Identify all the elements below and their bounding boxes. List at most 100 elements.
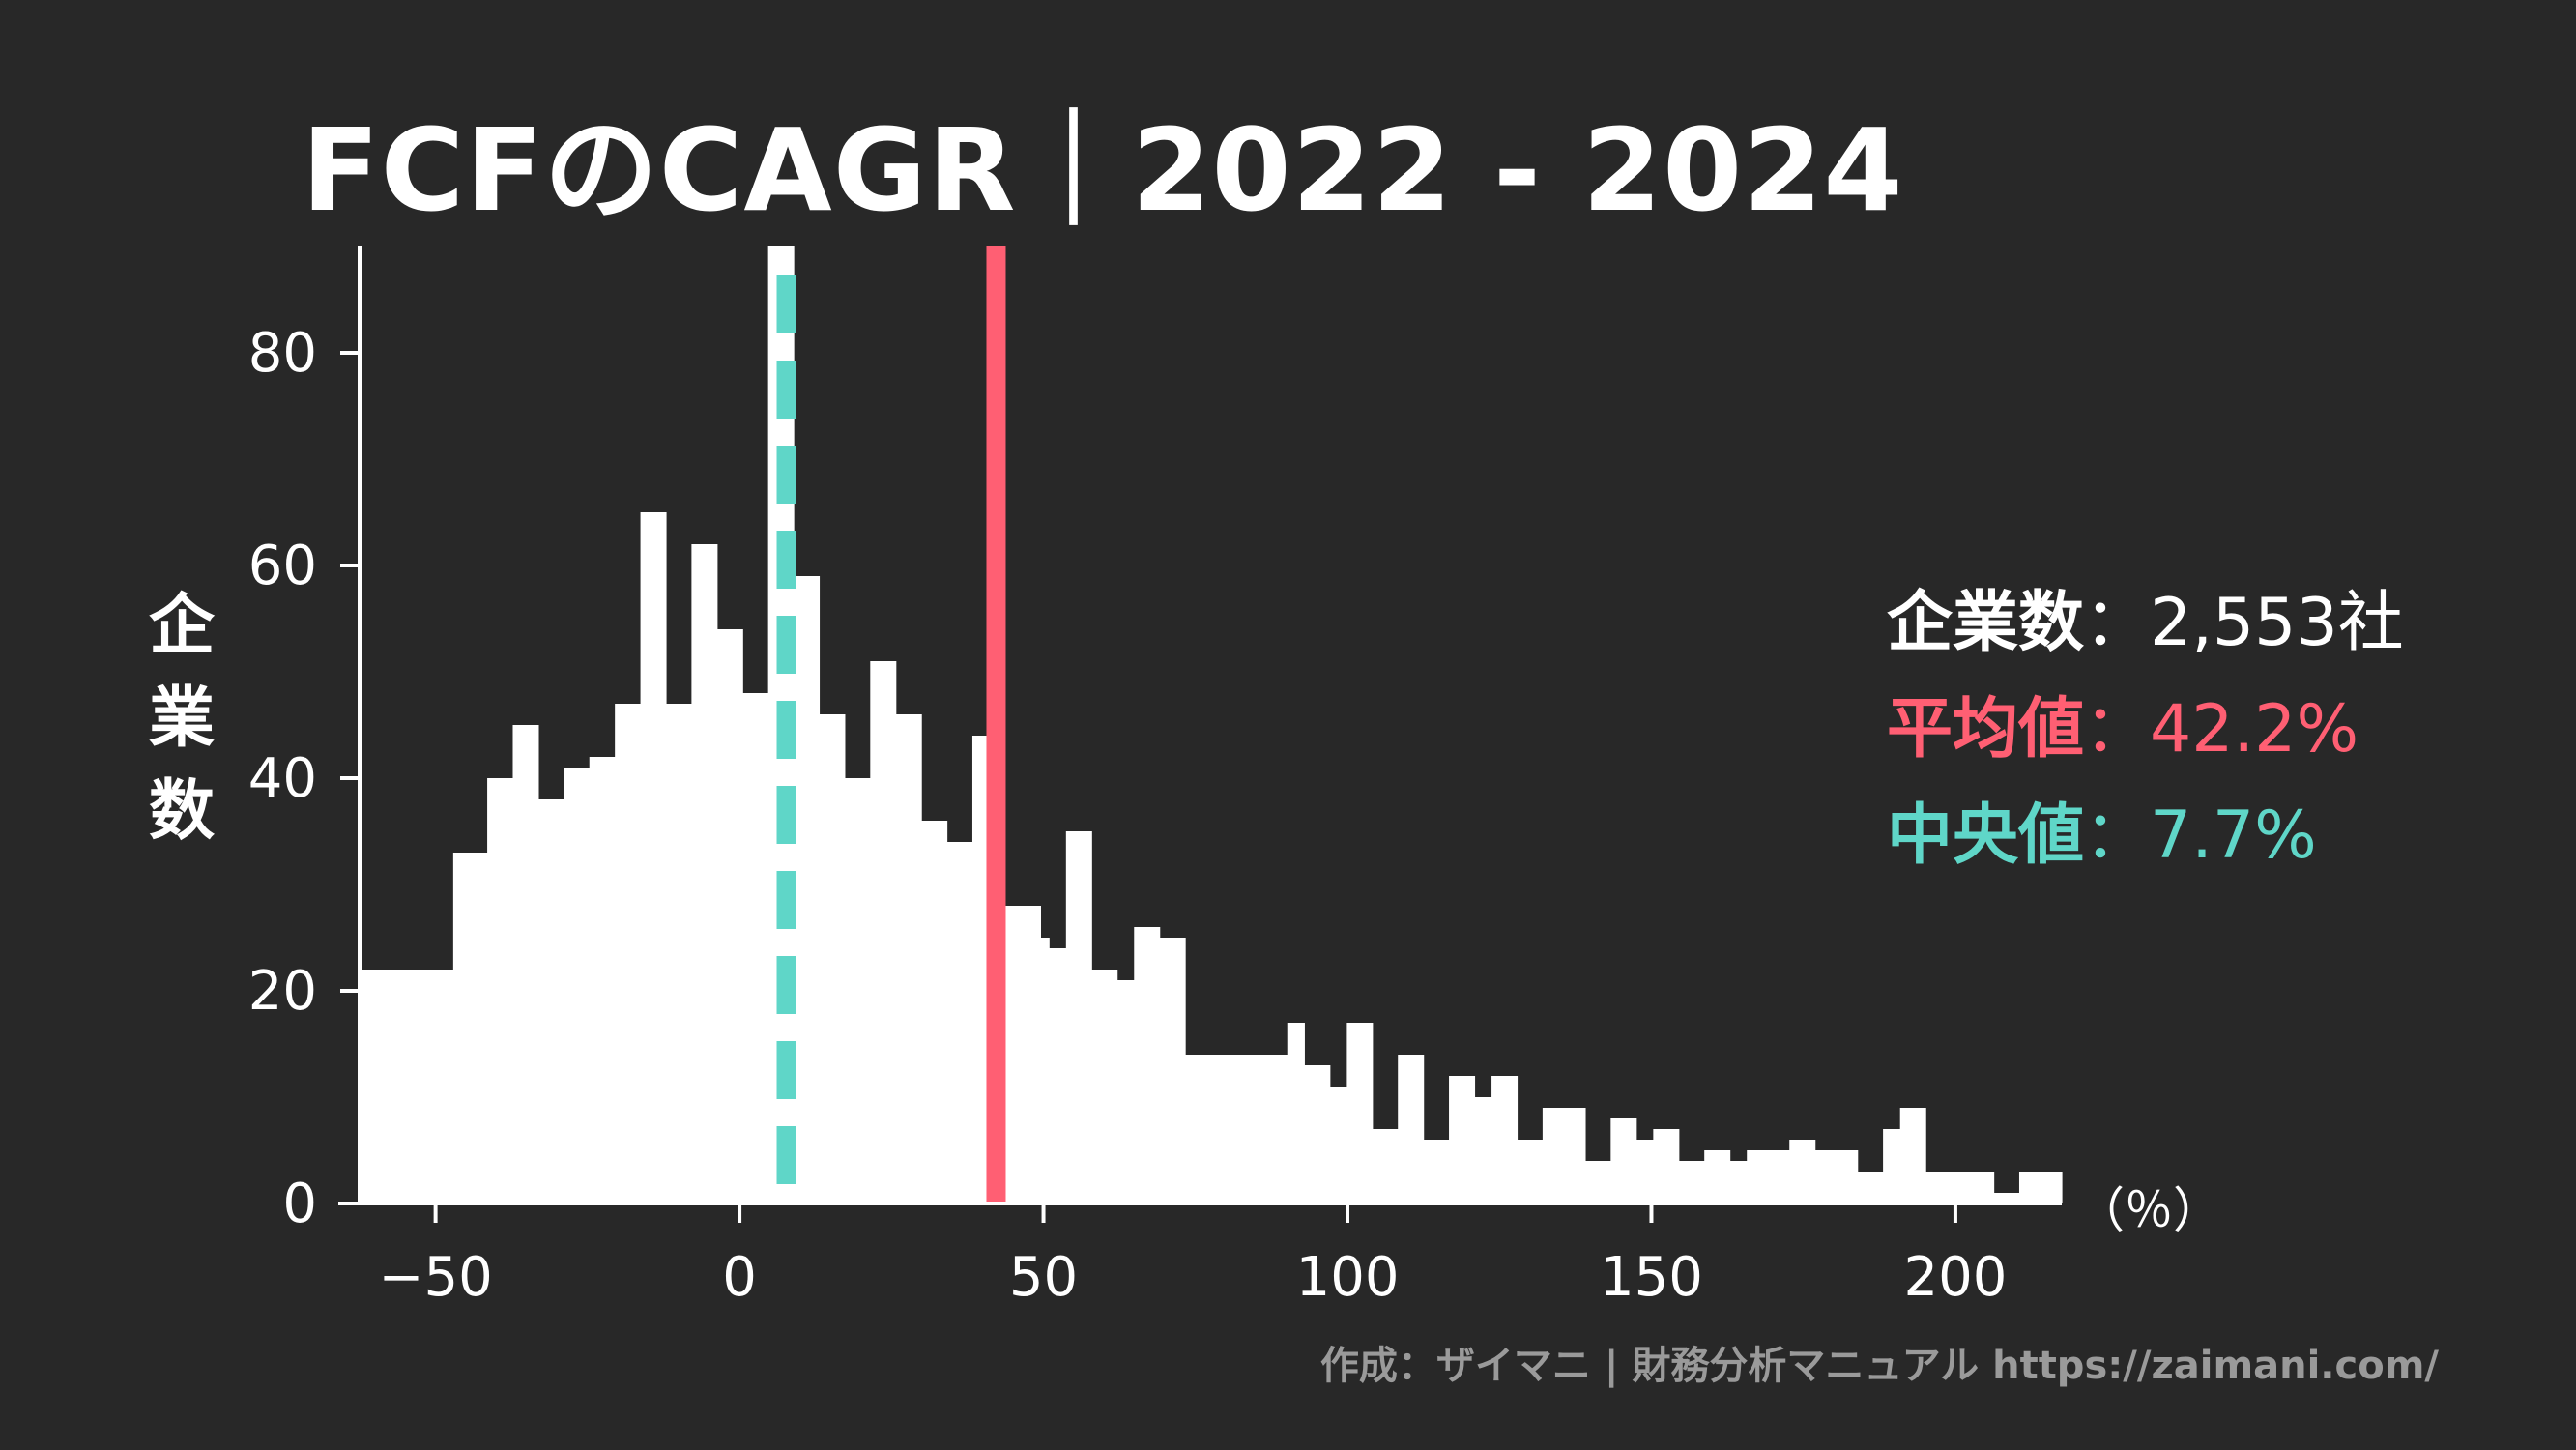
- histogram-bar: [589, 757, 599, 1204]
- histogram-bar: [1899, 1108, 1910, 1204]
- histogram-bar: [376, 970, 387, 1204]
- histogram-bar: [2036, 1172, 2045, 1204]
- histogram-bar: [1168, 938, 1177, 1204]
- histogram-bar: [385, 970, 394, 1204]
- histogram-bar: [2018, 1172, 2029, 1204]
- histogram-bar: [1006, 906, 1016, 1204]
- histogram-bar: [512, 725, 522, 1204]
- histogram-bar: [572, 768, 582, 1204]
- histogram-bar: [844, 778, 854, 1204]
- histogram-bar: [1627, 1118, 1637, 1204]
- histogram-bar: [1125, 980, 1135, 1204]
- histogram-bar: [1635, 1140, 1646, 1204]
- histogram-bar: [861, 778, 871, 1204]
- histogram-bar: [1832, 1150, 1841, 1204]
- histogram-bar: [2002, 1193, 2012, 1204]
- histogram-bar: [1747, 1150, 1756, 1204]
- histogram-bar: [478, 853, 488, 1204]
- histogram-bar: [1134, 927, 1143, 1204]
- histogram-bar: [1338, 1087, 1347, 1204]
- histogram-bar: [445, 970, 454, 1204]
- histogram-bar: [1874, 1172, 1884, 1204]
- histogram-bar: [1372, 1129, 1382, 1204]
- histogram-bar: [1687, 1161, 1696, 1204]
- x-tick-label: 150: [1600, 1246, 1703, 1309]
- stat-mean-value: 42.2%: [2150, 691, 2359, 768]
- histogram-bar: [1968, 1172, 1978, 1204]
- histogram-bar: [691, 544, 701, 1204]
- histogram-bar: [734, 629, 743, 1204]
- histogram-bar: [487, 778, 497, 1204]
- histogram-bar: [879, 661, 888, 1204]
- histogram-bar: [495, 778, 506, 1204]
- histogram-bar: [1083, 831, 1092, 1204]
- histogram-bar: [794, 576, 803, 1204]
- histogram-bar: [1780, 1150, 1790, 1204]
- stat-median-value: 7.7%: [2150, 798, 2317, 874]
- x-tick-label: 100: [1296, 1246, 1400, 1309]
- stat-mean-label: 平均値: [1887, 691, 2085, 768]
- histogram-bar: [2053, 1172, 2063, 1204]
- y-tick-label: 80: [248, 322, 317, 385]
- histogram-bar: [955, 842, 965, 1204]
- credit-text: 作成：ザイマニ | 財務分析マニュアル https://zaimani.com/: [1319, 1344, 2439, 1388]
- histogram-bar: [1253, 1055, 1262, 1204]
- histogram-bar: [980, 736, 991, 1204]
- histogram-bar: [946, 842, 956, 1204]
- stat-count: 企業数：2,553社: [1887, 570, 2404, 677]
- histogram-bar: [700, 544, 709, 1204]
- histogram-bar: [546, 799, 557, 1204]
- histogram-bar: [1287, 1023, 1297, 1204]
- histogram-bar: [427, 970, 437, 1204]
- histogram-bar: [665, 704, 676, 1204]
- histogram-bar: [1414, 1055, 1425, 1204]
- histogram-bar: [1491, 1076, 1501, 1204]
- stat-median: 中央値：7.7%: [1887, 783, 2404, 889]
- histogram-bars: [360, 246, 2063, 1204]
- histogram-bar: [1619, 1118, 1629, 1204]
- histogram-bar: [921, 821, 931, 1204]
- histogram-bar: [1355, 1023, 1365, 1204]
- histogram-bar: [2011, 1193, 2020, 1204]
- histogram-bar: [716, 629, 727, 1204]
- histogram-bar: [504, 778, 514, 1204]
- histogram-bar: [564, 768, 573, 1204]
- histogram-bar: [1917, 1108, 1926, 1204]
- histogram-bar: [436, 970, 446, 1204]
- histogram-bar: [657, 512, 667, 1204]
- histogram-bar: [649, 512, 658, 1204]
- histogram-bar: [1908, 1108, 1918, 1204]
- x-tick-label: 200: [1903, 1246, 2007, 1309]
- histogram-bar: [461, 853, 472, 1204]
- histogram-bar: [1329, 1087, 1340, 1204]
- histogram-bar: [819, 714, 828, 1204]
- histogram-bar: [1159, 938, 1170, 1204]
- histogram-bar: [1806, 1140, 1816, 1204]
- histogram-bar: [1798, 1140, 1808, 1204]
- histogram-bar: [1610, 1118, 1620, 1204]
- histogram-bar: [1057, 948, 1067, 1204]
- histogram-bar: [1508, 1076, 1519, 1204]
- histogram-bar: [360, 970, 369, 1204]
- histogram-bar: [631, 704, 642, 1204]
- histogram-bar: [1449, 1076, 1459, 1204]
- histogram-bar: [1678, 1161, 1689, 1204]
- histogram-bar: [1772, 1150, 1782, 1204]
- histogram-bar: [1559, 1108, 1569, 1204]
- histogram-bar: [419, 970, 429, 1204]
- histogram-bar: [1406, 1055, 1416, 1204]
- histogram-bar: [530, 725, 539, 1204]
- histogram-bar: [836, 714, 846, 1204]
- histogram-bar: [1993, 1193, 2003, 1204]
- histogram-bar: [452, 853, 463, 1204]
- histogram-bar: [1729, 1161, 1740, 1204]
- y-tick-label: 20: [248, 960, 317, 1023]
- stat-separator: ：: [2084, 798, 2151, 874]
- histogram-bar: [1866, 1172, 1875, 1204]
- histogram-bar: [1108, 970, 1118, 1204]
- stats-legend: 企業数：2,553社 平均値 ： 42.2% 中央値：7.7%: [1887, 570, 2404, 889]
- histogram-bar: [1185, 1055, 1195, 1204]
- histogram-bar: [886, 661, 897, 1204]
- histogram-bar: [606, 757, 616, 1204]
- histogram-bar: [1193, 1055, 1203, 1204]
